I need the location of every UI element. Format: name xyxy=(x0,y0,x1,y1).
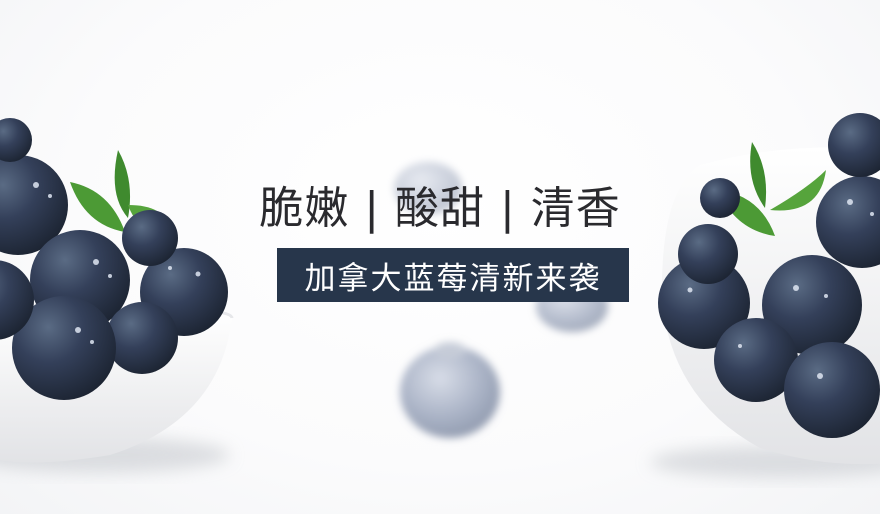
headline: 脆嫩 | 酸甜 | 清香 xyxy=(259,183,621,234)
tagline-banner: 加拿大蓝莓清新来袭 xyxy=(277,248,629,302)
left-blueberries xyxy=(0,118,228,400)
right-blueberries xyxy=(658,113,880,438)
tagline: 加拿大蓝莓清新来袭 xyxy=(304,260,602,297)
